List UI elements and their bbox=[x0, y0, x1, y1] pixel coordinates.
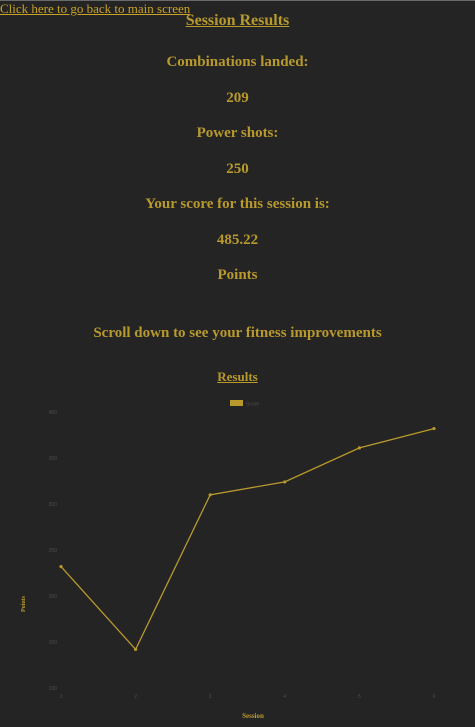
power-shots-label: Power shots: bbox=[196, 125, 279, 141]
y-tick-label: 200 bbox=[49, 594, 58, 600]
data-point[interactable] bbox=[208, 493, 212, 497]
scroll-hint: Scroll down to see your fitness improvem… bbox=[93, 325, 382, 341]
data-point[interactable] bbox=[357, 446, 361, 450]
chart-series bbox=[59, 426, 436, 651]
page-title: Session Results bbox=[185, 12, 290, 29]
legend-swatch bbox=[230, 400, 243, 406]
y-axis-ticks: 100 150 200 250 300 350 400 bbox=[49, 410, 58, 692]
x-tick-label: 2 bbox=[134, 694, 137, 700]
legend-label: Score bbox=[246, 402, 259, 408]
x-tick-label: 3 bbox=[209, 694, 212, 700]
combinations-label: Combinations landed: bbox=[166, 54, 309, 70]
y-tick-label: 150 bbox=[49, 640, 58, 646]
y-tick-label: 350 bbox=[49, 456, 58, 462]
x-axis-label: Session bbox=[242, 712, 264, 720]
x-tick-label: 6 bbox=[433, 694, 436, 700]
y-tick-label: 300 bbox=[49, 502, 58, 508]
data-point[interactable] bbox=[432, 426, 436, 431]
x-axis-ticks: 1 2 3 4 5 6 bbox=[60, 694, 436, 700]
back-to-main-link[interactable]: Click here to go back to main screen bbox=[0, 1, 191, 16]
points-label: Points bbox=[217, 267, 258, 283]
results-heading: Results bbox=[217, 369, 258, 384]
y-tick-label: 400 bbox=[49, 410, 58, 416]
top-border bbox=[0, 0, 475, 1]
power-shots-value: 250 bbox=[226, 161, 249, 177]
y-tick-label: 100 bbox=[49, 686, 58, 692]
y-tick-label: 250 bbox=[49, 548, 58, 554]
score-value: 485.22 bbox=[216, 232, 259, 248]
x-tick-label: 5 bbox=[358, 694, 361, 700]
combinations-value: 209 bbox=[226, 90, 249, 106]
chart-legend[interactable]: Score bbox=[230, 400, 259, 408]
data-point[interactable] bbox=[134, 647, 138, 651]
data-point[interactable] bbox=[283, 480, 287, 484]
x-tick-label: 4 bbox=[283, 694, 286, 700]
data-point[interactable] bbox=[59, 564, 63, 569]
x-tick-label: 1 bbox=[60, 694, 63, 700]
score-line-chart: Score 100 150 200 250 300 350 400 1 2 3 4 5 6 Point… bbox=[21, 400, 436, 720]
score-label: Your score for this session is: bbox=[145, 196, 330, 212]
y-axis-label: Points bbox=[21, 595, 27, 612]
series-line bbox=[60, 427, 435, 651]
